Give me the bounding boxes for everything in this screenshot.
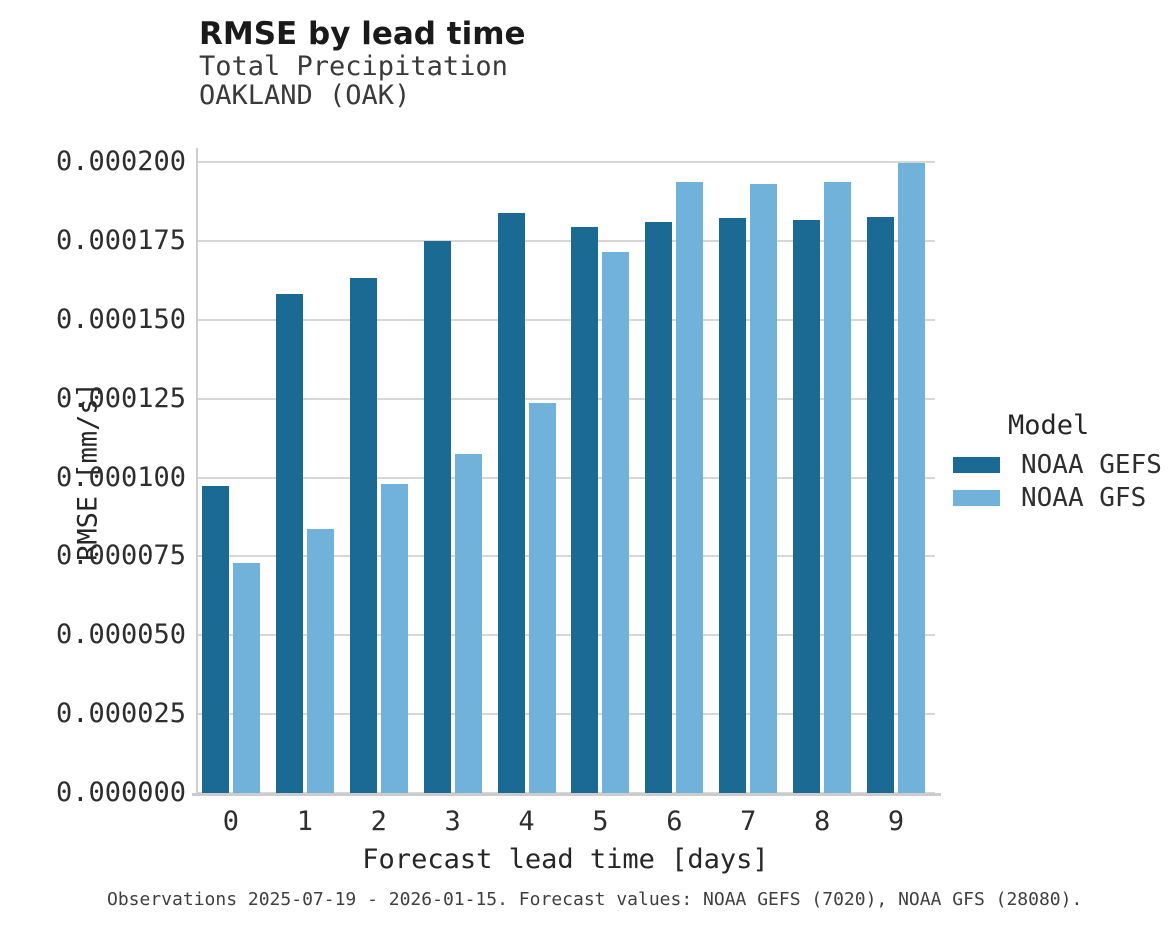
chart-subtitle-station: OAKLAND (OAK): [199, 80, 411, 111]
bar-noaa-gfs-day7: [750, 184, 778, 793]
bar-noaa-gefs-day9: [867, 217, 895, 793]
legend-label: NOAA GFS: [1021, 483, 1147, 513]
chart-caption: Observations 2025-07-19 - 2026-01-15. Fo…: [107, 889, 1083, 910]
gridline: [196, 713, 935, 716]
x-tick-label: 4: [518, 806, 535, 837]
y-axis-spine: [196, 148, 198, 796]
chart-subtitle-variable: Total Precipitation: [199, 51, 508, 82]
chart-title: RMSE by lead time: [199, 16, 526, 52]
x-axis-line: [192, 793, 941, 796]
y-tick-label: 0.000050: [55, 619, 186, 651]
gridline: [196, 555, 935, 558]
y-tick-label: 0.000200: [55, 146, 186, 177]
y-tick-label: 0.000150: [55, 303, 186, 335]
gridline: [196, 318, 935, 321]
legend-entry-noaa-gefs: NOAA GEFS: [953, 449, 1172, 481]
gridline: [196, 239, 935, 242]
y-tick-label: 0.000125: [55, 382, 186, 414]
bar-noaa-gefs-day2: [349, 278, 377, 793]
gridline: [196, 161, 935, 163]
gridline: [196, 476, 935, 479]
bar-noaa-gefs-day6: [645, 222, 673, 793]
legend-swatch-noaa-gefs: [953, 457, 1000, 473]
y-tick-label: 0.000025: [55, 698, 186, 730]
bar-noaa-gefs-day3: [423, 241, 451, 793]
bar-noaa-gfs-day1: [306, 529, 334, 793]
bar-noaa-gfs-day0: [232, 563, 260, 793]
x-tick-label: 2: [370, 806, 387, 837]
bar-noaa-gfs-day4: [528, 403, 556, 793]
legend-label: NOAA GEFS: [1021, 450, 1162, 480]
gridline: [196, 634, 935, 637]
x-tick-label: 1: [296, 806, 313, 837]
bar-noaa-gfs-day3: [454, 454, 482, 793]
bar-noaa-gefs-day4: [497, 213, 525, 793]
bar-noaa-gfs-day2: [380, 484, 408, 793]
y-tick-label: 0.000000: [55, 777, 186, 808]
legend-swatch-noaa-gfs: [953, 490, 1000, 506]
bar-noaa-gefs-day5: [571, 227, 599, 793]
bar-noaa-gfs-day9: [898, 163, 926, 793]
y-tick-label: 0.000075: [55, 540, 186, 572]
bar-noaa-gefs-day0: [201, 486, 229, 793]
x-tick-label: 5: [592, 806, 609, 837]
x-tick-label: 3: [444, 806, 461, 837]
gridline: [196, 397, 935, 400]
x-tick-label: 8: [814, 806, 831, 837]
bar-noaa-gefs-day8: [793, 220, 821, 793]
bar-noaa-gfs-day5: [602, 252, 630, 793]
x-tick-label: 9: [887, 806, 905, 837]
bar-noaa-gefs-day7: [719, 218, 747, 793]
x-axis-title: Forecast lead time [days]: [362, 844, 769, 875]
legend-entry-noaa-gfs: NOAA GFS: [953, 482, 1172, 514]
y-tick-label: 0.000100: [55, 461, 186, 493]
x-tick-label: 0: [222, 806, 240, 837]
x-tick-label: 6: [666, 806, 683, 837]
bar-noaa-gfs-day6: [676, 182, 704, 793]
bar-noaa-gfs-day8: [824, 182, 852, 793]
legend-title: Model: [1008, 410, 1090, 441]
bar-noaa-gefs-day1: [275, 294, 303, 793]
y-tick-label: 0.000175: [55, 224, 186, 256]
x-tick-label: 7: [740, 806, 757, 837]
